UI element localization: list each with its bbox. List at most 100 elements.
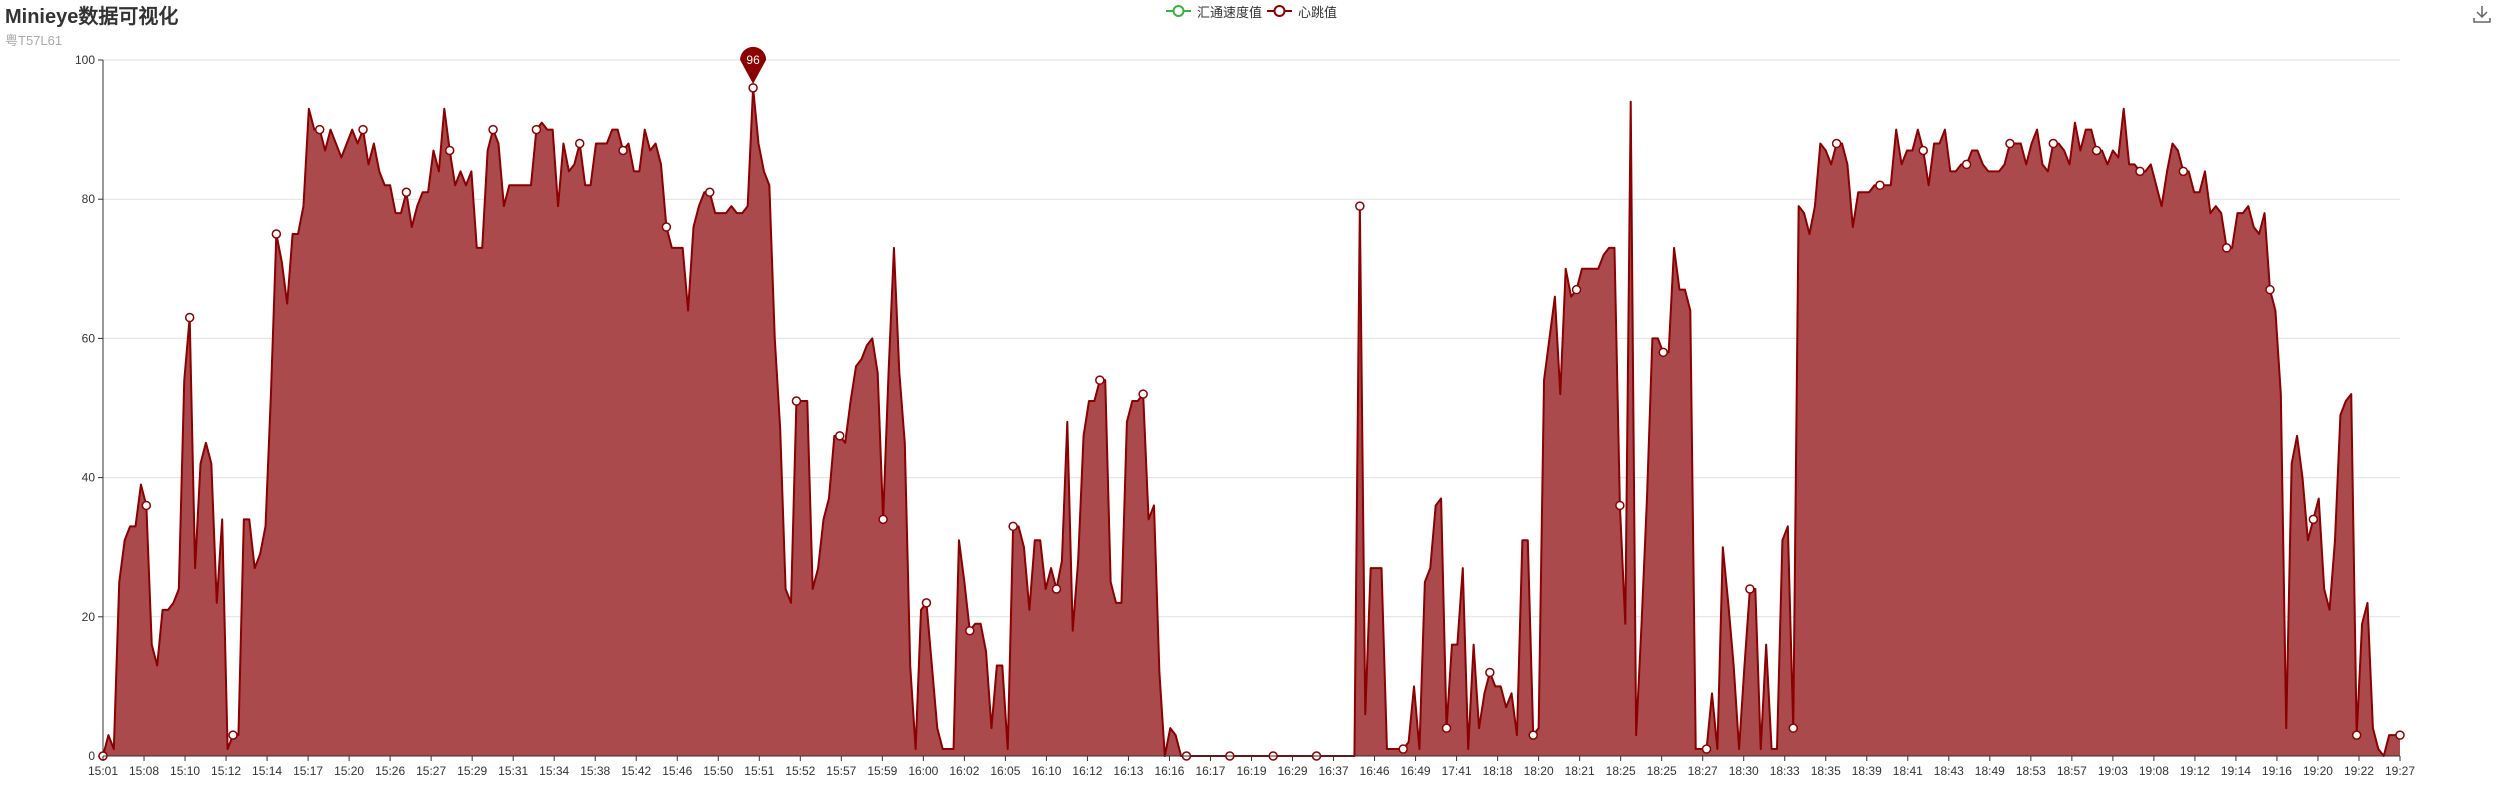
x-tick-label: 16:13 <box>1113 764 1143 778</box>
data-point[interactable] <box>2178 166 2189 177</box>
data-point[interactable] <box>2265 284 2275 295</box>
legend-heart-label: 心跳值 <box>1298 4 1338 20</box>
data-point[interactable] <box>1918 145 1929 156</box>
data-point[interactable] <box>2221 243 2232 253</box>
data-point[interactable] <box>1788 723 1798 733</box>
data-point[interactable] <box>2048 138 2059 149</box>
x-tick-label: 15:59 <box>867 764 897 778</box>
data-point[interactable] <box>835 431 845 441</box>
y-tick-label: 60 <box>82 331 96 345</box>
data-point[interactable] <box>2308 514 2319 525</box>
max-pin-label: 96 <box>746 53 760 67</box>
data-point[interactable] <box>661 222 672 232</box>
data-point[interactable] <box>184 312 195 323</box>
x-tick-label: 18:20 <box>1524 764 1554 778</box>
data-point[interactable] <box>488 124 498 135</box>
y-tick-label: 100 <box>75 53 95 67</box>
x-tick-label: 18:18 <box>1483 764 1513 778</box>
data-point[interactable] <box>2135 166 2145 177</box>
x-tick-label: 18:33 <box>1770 764 1800 778</box>
data-point[interactable] <box>791 396 802 406</box>
data-point[interactable] <box>1961 159 1972 170</box>
x-tick-label: 18:25 <box>1606 764 1636 778</box>
x-tick-label: 15:26 <box>375 764 405 778</box>
x-tick-label: 19:14 <box>2221 764 2251 778</box>
data-point[interactable] <box>1095 375 1105 385</box>
x-tick-label: 18:57 <box>2057 764 2087 778</box>
y-axis: 0 20 40 60 80 100 <box>75 53 104 763</box>
x-tick-label: 15:10 <box>170 764 200 778</box>
data-point[interactable] <box>1658 347 1668 358</box>
x-tick-label: 15:34 <box>539 764 569 778</box>
x-tick-label: 19:20 <box>2303 764 2333 778</box>
x-tick-label: 16:46 <box>1360 764 1390 778</box>
data-point[interactable] <box>1398 744 1408 754</box>
data-point[interactable] <box>1571 284 1582 295</box>
data-point[interactable] <box>2395 730 2405 740</box>
data-point[interactable] <box>618 145 628 156</box>
data-point[interactable] <box>921 598 932 608</box>
data-point[interactable] <box>2351 730 2362 740</box>
data-point[interactable] <box>228 730 238 740</box>
data-point[interactable] <box>1615 500 1625 511</box>
data-point[interactable] <box>444 145 455 156</box>
data-point[interactable] <box>401 187 412 197</box>
data-point[interactable] <box>965 625 975 636</box>
x-tick-label: 19:16 <box>2262 764 2292 778</box>
x-tick-label: 18:41 <box>1893 764 1923 778</box>
download-icon[interactable] <box>2472 4 2492 24</box>
x-tick-label: 15:46 <box>662 764 692 778</box>
max-marker: 96 <box>740 46 767 84</box>
legend-speed-symbol <box>1166 5 1191 17</box>
data-point[interactable] <box>1745 584 1755 594</box>
data-point[interactable] <box>2005 138 2015 149</box>
x-tick-label: 19:03 <box>2098 764 2128 778</box>
data-point[interactable] <box>1008 521 1018 532</box>
data-point[interactable] <box>574 138 585 149</box>
x-tick-label: 18:53 <box>2016 764 2046 778</box>
y-tick-label: 20 <box>82 610 96 624</box>
x-tick-label: 15:51 <box>744 764 774 778</box>
data-point[interactable] <box>1355 201 1365 211</box>
data-point[interactable] <box>1138 389 1148 399</box>
data-point[interactable] <box>531 124 542 135</box>
data-point[interactable] <box>748 83 758 93</box>
data-point[interactable] <box>2091 145 2102 156</box>
x-tick-label: 18:49 <box>1975 764 2005 778</box>
x-tick-label: 19:08 <box>2139 764 2169 778</box>
data-point[interactable] <box>1831 138 1842 149</box>
data-point[interactable] <box>1701 744 1712 754</box>
heart-series <box>98 83 2405 761</box>
x-tick-label: 19:27 <box>2385 764 2415 778</box>
data-point[interactable] <box>271 229 282 239</box>
x-tick-label: 15:50 <box>703 764 733 778</box>
x-tick-label: 18:43 <box>1934 764 1964 778</box>
data-point[interactable] <box>705 187 715 197</box>
x-tick-label: 15:31 <box>498 764 528 778</box>
heart-area-fill <box>103 87 2400 757</box>
data-point[interactable] <box>1485 667 1495 678</box>
x-tick-label: 17:41 <box>1442 764 1472 778</box>
legend-item-heart[interactable]: 心跳值 <box>1267 2 1337 20</box>
x-tick-label: 15:08 <box>129 764 159 778</box>
chart-subtitle: 粤T57L61 <box>5 33 63 48</box>
data-point[interactable] <box>1051 584 1062 594</box>
y-tick-label: 80 <box>82 192 96 206</box>
data-point[interactable] <box>358 124 368 135</box>
data-point[interactable] <box>878 514 888 525</box>
x-tick-label: 15:57 <box>826 764 856 778</box>
data-point[interactable] <box>141 500 152 511</box>
data-point[interactable] <box>1875 180 1885 191</box>
x-tick-label: 16:05 <box>990 764 1020 778</box>
max-pin[interactable] <box>740 46 767 84</box>
data-point[interactable] <box>314 124 325 135</box>
data-point[interactable] <box>1441 723 1452 733</box>
legend-item-speed[interactable]: 汇通速度值 <box>1166 2 1262 20</box>
x-tick-label: 18:39 <box>1852 764 1882 778</box>
data-point[interactable] <box>1528 730 1538 740</box>
x-tick-label: 16:02 <box>949 764 979 778</box>
x-tick-label: 16:17 <box>1195 764 1225 778</box>
y-tick-label: 40 <box>82 471 96 485</box>
chart-title: Minieye数据可视化 <box>5 6 179 28</box>
